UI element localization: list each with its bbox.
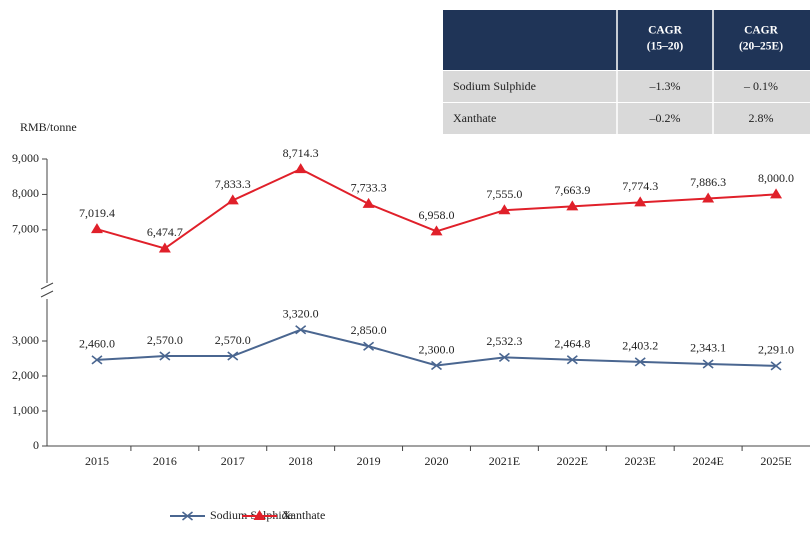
- data-label: 2,403.2: [622, 339, 658, 353]
- data-label: 2,532.3: [486, 334, 522, 348]
- x-tick-label: 2024E: [692, 454, 723, 468]
- data-label: 8,714.3: [283, 146, 319, 160]
- marker: [634, 196, 647, 207]
- legend-label: Xanthate: [282, 508, 325, 522]
- table-row: [443, 103, 810, 134]
- marker: [182, 511, 193, 521]
- marker: [770, 361, 782, 371]
- x-tick-label: 2023E: [625, 454, 656, 468]
- x-tick-label: 2016: [153, 454, 177, 468]
- data-label: 2,300.0: [419, 342, 455, 356]
- y-tick-label: 2,000: [12, 368, 39, 382]
- table-cell: Sodium Sulphide: [453, 79, 536, 93]
- axis-break: [40, 282, 54, 290]
- data-label: 7,733.3: [351, 181, 387, 195]
- data-label: 2,343.1: [690, 341, 726, 355]
- data-label: 2,570.0: [147, 333, 183, 347]
- y-tick-label: 0: [33, 438, 39, 452]
- table-cell: –1.3%: [649, 79, 681, 93]
- marker: [702, 192, 715, 203]
- marker: [295, 325, 307, 335]
- table-row: [443, 71, 810, 102]
- data-label: 2,291.0: [758, 343, 794, 357]
- data-label: 6,474.7: [147, 225, 183, 239]
- x-tick-label: 2018: [289, 454, 313, 468]
- marker: [91, 355, 103, 365]
- marker: [566, 200, 579, 211]
- y-tick-label: 8,000: [12, 186, 39, 200]
- y-tick-label: 9,000: [12, 151, 39, 165]
- marker: [158, 242, 171, 253]
- x-tick-label: 2019: [357, 454, 381, 468]
- data-label: 2,850.0: [351, 323, 387, 337]
- table-cell: –0.2%: [649, 111, 681, 125]
- marker: [363, 341, 375, 351]
- marker: [498, 352, 510, 362]
- x-tick-label: 2022E: [557, 454, 588, 468]
- marker: [294, 163, 307, 174]
- legend-label: Sodium Sulphide: [210, 508, 293, 522]
- data-label: 2,570.0: [215, 333, 251, 347]
- data-label: 7,555.0: [486, 187, 522, 201]
- x-tick-label: 2015: [85, 454, 109, 468]
- marker: [226, 194, 239, 205]
- axis-break: [40, 290, 54, 298]
- data-label: 3,320.0: [283, 307, 319, 321]
- y-tick-label: 1,000: [12, 403, 39, 417]
- table-cell: – 0.1%: [743, 79, 778, 93]
- table-cell: Xanthate: [453, 111, 496, 125]
- marker: [159, 351, 171, 361]
- y-tick-label: 7,000: [12, 222, 39, 236]
- marker: [430, 225, 443, 236]
- marker: [702, 359, 714, 369]
- table-header-cell: (15–20): [647, 41, 684, 53]
- data-label: 7,833.3: [215, 177, 251, 191]
- data-label: 7,886.3: [690, 175, 726, 189]
- y-tick-label: 3,000: [12, 333, 39, 347]
- data-label: 2,464.8: [554, 336, 590, 350]
- data-label: 6,958.0: [419, 208, 455, 222]
- y-axis-label: RMB/tonne: [20, 120, 77, 134]
- marker: [498, 204, 511, 215]
- table-header: [443, 10, 810, 70]
- marker: [770, 188, 783, 199]
- marker: [227, 351, 239, 361]
- marker: [362, 197, 375, 208]
- x-tick-label: 2021E: [489, 454, 520, 468]
- table-header-cell: (20–25E): [739, 41, 783, 53]
- table-header-cell: CAGR: [648, 25, 683, 37]
- data-label: 8,000.0: [758, 171, 794, 185]
- marker: [253, 510, 266, 520]
- x-tick-label: 2017: [221, 454, 245, 468]
- data-label: 2,460.0: [79, 337, 115, 351]
- marker: [634, 357, 646, 367]
- data-label: 7,019.4: [79, 206, 115, 220]
- marker: [90, 223, 103, 234]
- table-cell: 2.8%: [749, 111, 774, 125]
- x-tick-label: 2020: [425, 454, 449, 468]
- data-label: 7,663.9: [554, 183, 590, 197]
- x-tick-label: 2025E: [760, 454, 791, 468]
- marker: [566, 355, 578, 365]
- marker: [431, 360, 442, 371]
- table-header-cell: CAGR: [744, 25, 779, 37]
- data-label: 7,774.3: [622, 179, 658, 193]
